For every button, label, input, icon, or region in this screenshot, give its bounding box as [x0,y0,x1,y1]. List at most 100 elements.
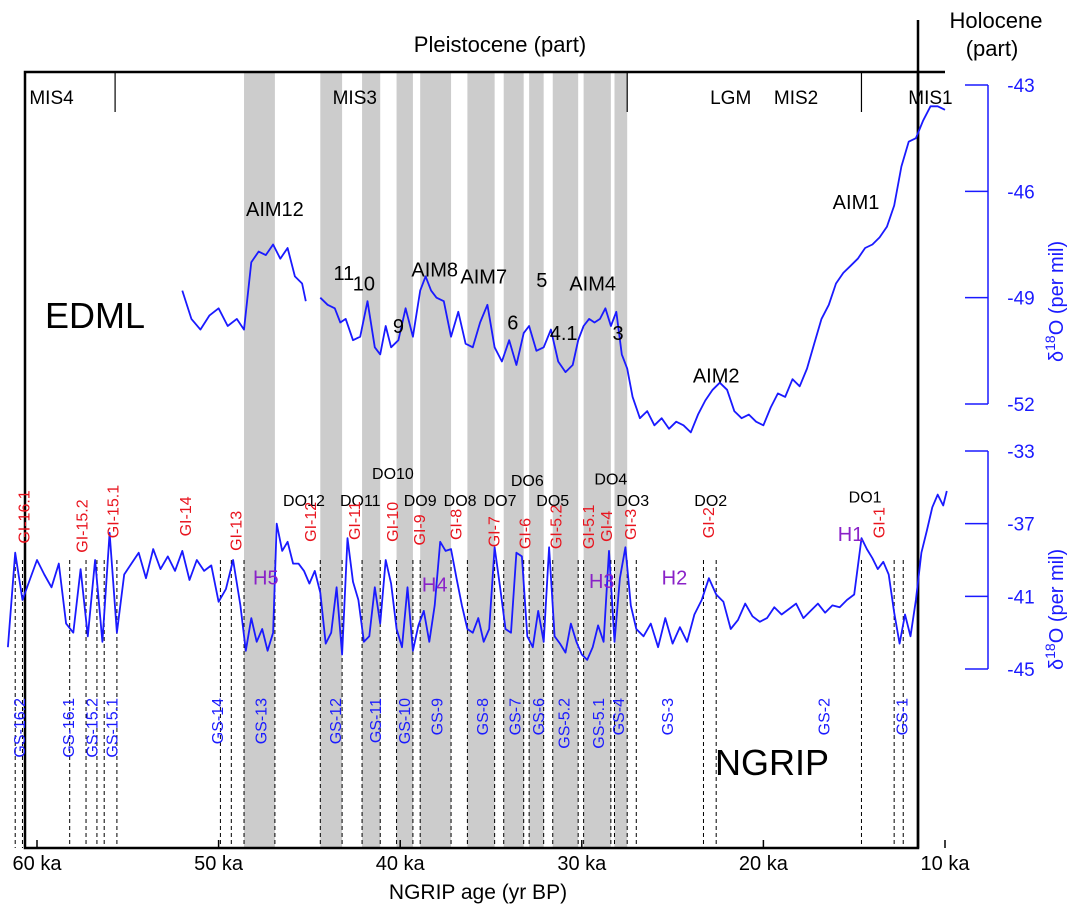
gi-label: GI-2 [701,507,718,538]
gs-label: GS-4 [611,698,628,735]
ngrip-axis: -33 -37 -41 -45 δ18O (per mil) [965,442,1068,681]
edml-event-label: 10 [353,273,375,295]
edml-event-label: AIM4 [569,273,616,295]
ngrip-name: NGRIP [715,742,829,783]
gs-label: GS-9 [430,698,447,735]
edml-axis-label: δ18O (per mil) [1042,241,1068,362]
gs-label: GS-5.2 [557,698,574,749]
data-series [7,105,948,661]
gi-label: GI-16.1 [16,490,33,543]
ngrip-axis-tick-label: -45 [1007,660,1034,681]
mis-label: MIS3 [333,88,377,109]
x-axis: 60 ka 50 ka 40 ka 30 ka 20 ka 10 ka [13,840,971,875]
do-event-label: DO3 [616,493,649,510]
stadial-band [503,73,524,848]
heinrich-label: H1 [838,524,864,546]
do-event-label: DO4 [594,471,627,488]
edml-event-label: AIM12 [246,199,304,221]
edml-event-label: AIM8 [411,259,458,281]
gi-label: GI-5.2 [548,505,565,550]
gs-label: GS-5.1 [591,698,608,749]
stadial-band [320,73,343,848]
edml-event-label: AIM7 [460,266,507,288]
stadial-band [362,73,381,848]
edml-event-label: AIM1 [833,192,880,214]
gi-label: GI-8 [448,509,465,540]
holocene-part-label: (part) [966,36,1019,61]
gi-label: GI-15.1 [105,485,122,538]
gs-label: GS-14 [210,698,227,744]
event-lines [14,560,904,848]
do-event-label: DO6 [511,473,544,490]
stadial-band [396,73,413,848]
edml-axis-tick-label: -49 [1007,289,1034,310]
stadial-band [420,73,452,848]
do-event-label: DO5 [536,493,569,510]
stadial-band [614,73,628,848]
gs-label: GS-10 [397,698,414,744]
edml-event-label: 3 [613,323,624,345]
do-event-label: DO9 [404,493,437,510]
mis-boundaries [114,72,863,112]
gs-label: GS-15.2 [84,698,101,758]
pleistocene-label: Pleistocene (part) [414,32,586,57]
edml-event-label: 11 [334,263,355,285]
stadial-band [244,73,275,848]
mis-label: LGM [710,88,751,109]
ngrip-axis-tick-label: -37 [1007,515,1034,536]
gs-label: GS-11 [368,698,385,743]
gi-label: GI-10 [385,502,402,542]
holocene-label: Holocene [950,8,1043,33]
edml-event-label: 6 [507,312,518,334]
mis-label: MIS4 [29,88,74,109]
stadial-bands [244,73,628,848]
gs-label: GS-16.1 [61,698,78,758]
edml-axis: -43 -46 -49 -52 δ18O (per mil) [965,76,1068,416]
heinrich-label: H5 [253,567,279,589]
gs-label: GS-2 [816,698,833,735]
edml-axis-tick-label: -46 [1007,182,1034,203]
gs-label: GS-16.2 [12,698,29,758]
mis-label: MIS1 [908,88,952,109]
mis-labels: MIS4 MIS3 LGM MIS2 MIS1 [29,88,952,109]
gi-label: GI-5.1 [581,505,598,550]
ngrip-axis-tick-label: -33 [1007,442,1034,463]
stadial-band [467,73,495,848]
edml-axis-tick-label: -52 [1007,395,1034,416]
mis-label: MIS2 [774,88,818,109]
do-event-label: DO12 [283,493,325,510]
gi-label: GI-14 [178,496,195,536]
gs-label: GS-1 [894,698,911,735]
gi-label: GI-15.2 [74,499,91,552]
x-axis-label: NGRIP age (yr BP) [389,881,567,904]
heinrich-label: H2 [662,567,688,589]
do-event-label: DO2 [694,493,727,510]
x-tick-label: 10 ka [921,853,971,875]
gi-label: GI-11 [347,501,364,540]
do-event-label: DO10 [372,466,414,483]
gi-label: GI-1 [872,507,889,538]
x-tick-label: 60 ka [13,853,63,875]
gs-label: GS-15.1 [104,698,121,758]
stadial-band [583,73,611,848]
x-tick-label: 40 ka [376,853,426,875]
gi-label: GI-12 [303,502,320,542]
gi-label: GI-7 [487,516,504,547]
gi-label: GI-3 [623,509,640,540]
gi-label: GI-9 [412,514,429,545]
x-tick-label: 50 ka [194,853,244,875]
ngrip-series-line [7,490,948,661]
x-tick-label: 20 ka [739,853,789,875]
edml-name: EDML [45,295,145,336]
heinrich-label: H4 [422,575,448,597]
gs-label: GS-3 [660,698,677,735]
do-event-label: DO11 [340,493,381,510]
edml-event-label: 9 [393,316,404,338]
edml-event-label: 5 [536,270,547,292]
heinrich-label: H3 [589,571,615,593]
x-tick-label: 30 ka [557,853,607,875]
stadial-band [529,73,544,848]
gi-label: GI-6 [518,518,535,549]
